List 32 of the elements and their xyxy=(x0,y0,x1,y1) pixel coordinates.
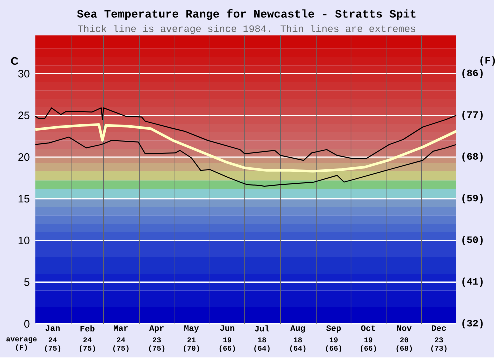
y-tick-label: 10 xyxy=(18,237,30,245)
y-tick-label: 25 xyxy=(18,112,30,120)
y-tick-label: 20 xyxy=(18,154,30,162)
y-tick-label: 5 xyxy=(24,278,30,286)
x-tick-label: May xyxy=(184,326,200,333)
line-series xyxy=(35,108,457,162)
x-tick-label: Jul xyxy=(255,326,270,332)
x-tick-label: Jun xyxy=(220,326,235,332)
x-tick-label: Aug xyxy=(290,326,306,334)
chart-subtitle: Thick line is average since 1984. Thin lines are extremes xyxy=(78,25,416,34)
y-tick-label: 15 xyxy=(18,195,30,203)
y2-tick-label: (68) xyxy=(462,152,483,162)
y-axis-title: C xyxy=(11,58,18,66)
y2-tick-label: (50) xyxy=(462,236,483,246)
x-tick-label: Dec xyxy=(432,326,446,332)
x-tick-label: Oct xyxy=(361,326,376,332)
x-tick-label: Nov xyxy=(397,326,412,332)
x-tick-label: Feb xyxy=(80,326,95,332)
x-tick-label: Mar xyxy=(114,326,128,332)
y2-tick-label: (86) xyxy=(462,69,483,79)
y2-tick-label: (77) xyxy=(462,111,483,120)
y2-tick-label: (41) xyxy=(462,278,483,288)
x-tick-label: Sep xyxy=(326,326,342,334)
x-tick-label: Apr xyxy=(149,326,164,333)
y2-tick-label: (59) xyxy=(462,194,483,204)
y-tick-label: 30 xyxy=(18,70,30,78)
x-tick-label: Jan xyxy=(46,326,60,332)
y-tick-label: 0 xyxy=(24,320,30,328)
line-series xyxy=(35,136,457,188)
y2-axis-title: (F) xyxy=(480,56,496,66)
chart-title: Sea Temperature Range for Newcastle - Stratts Spit xyxy=(77,10,416,20)
y2-tick-label: (32) xyxy=(462,320,483,329)
